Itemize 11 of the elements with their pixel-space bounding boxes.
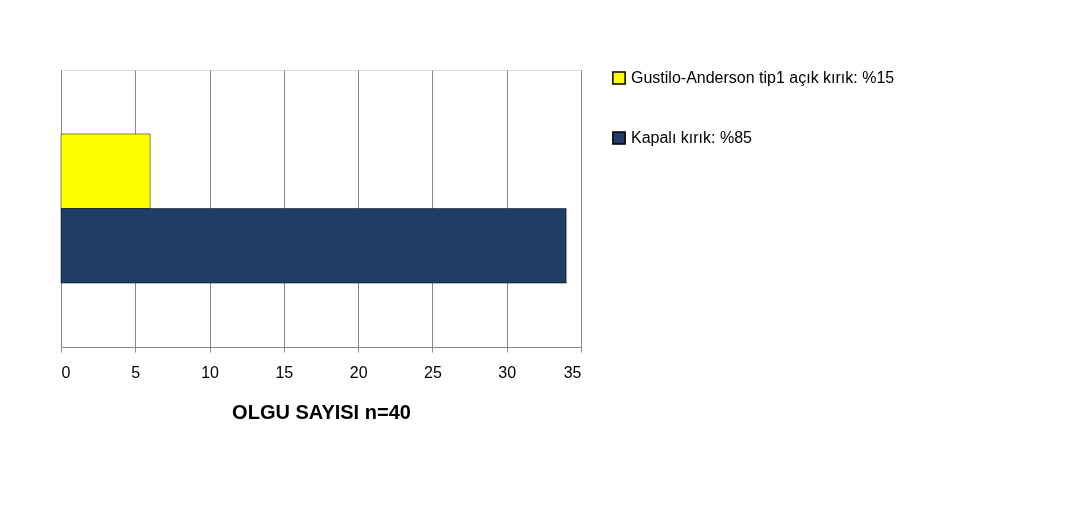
x-tick-label: 35 [563, 363, 582, 381]
x-axis-title: OLGU SAYISI n=40 [232, 400, 411, 423]
x-tick-label: 20 [349, 363, 368, 381]
x-tick-label: 30 [498, 363, 517, 381]
x-tick-label: 15 [275, 363, 294, 381]
x-tick-label: 25 [424, 363, 442, 381]
legend-label: Gustilo-Anderson tip1 açık kırık: %15 [631, 69, 895, 86]
x-tick-label: 0 [61, 363, 71, 381]
x-tick-label: 5 [131, 363, 141, 381]
legend-label: Kapalı kırık: %85 [631, 129, 753, 146]
x-tick-label: 10 [201, 363, 220, 381]
